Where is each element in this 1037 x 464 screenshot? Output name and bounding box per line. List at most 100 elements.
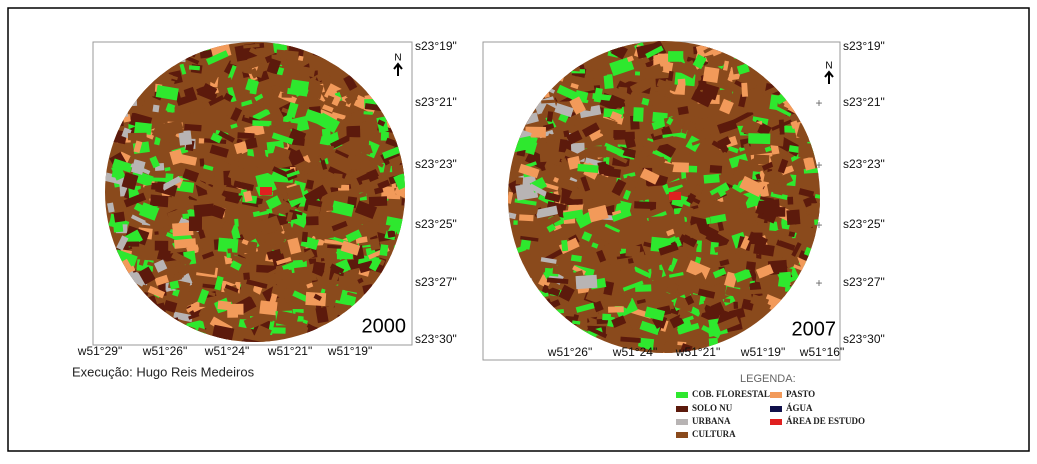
land-patch — [741, 83, 748, 97]
land-patch — [388, 100, 395, 107]
land-patch — [514, 58, 529, 69]
land-patch — [510, 95, 517, 104]
land-patch — [746, 261, 756, 270]
land-patch — [403, 314, 424, 321]
land-patch — [146, 335, 154, 344]
land-patch — [396, 294, 402, 302]
land-patch — [151, 329, 165, 342]
land-patch — [506, 312, 516, 324]
longitude-label: w51°19" — [327, 344, 372, 358]
land-patch — [774, 59, 795, 79]
land-patch — [135, 56, 150, 63]
land-patch — [139, 71, 143, 77]
land-patch — [299, 165, 305, 170]
land-patch — [243, 272, 250, 279]
land-patch — [146, 63, 153, 69]
land-patch — [115, 82, 136, 97]
land-patch — [801, 105, 811, 117]
longitude-label: w51°21" — [675, 345, 720, 359]
land-patch — [504, 307, 515, 323]
legend-swatch — [676, 432, 688, 438]
land-patch — [568, 39, 587, 54]
land-patch — [252, 120, 271, 126]
land-patch — [124, 307, 130, 318]
land-patch — [653, 54, 669, 65]
land-patch — [372, 68, 383, 80]
land-patch — [514, 314, 530, 329]
land-patch — [508, 142, 516, 148]
grid-cross: + — [815, 218, 822, 232]
land-patch — [748, 133, 770, 144]
land-patch — [300, 39, 312, 50]
land-patch — [372, 78, 385, 86]
land-patch — [770, 136, 784, 147]
land-patch — [145, 313, 169, 334]
land-patch — [566, 199, 582, 205]
land-patch — [389, 291, 401, 297]
land-patch — [189, 217, 202, 231]
land-patch — [393, 245, 406, 254]
land-patch — [356, 56, 372, 71]
land-patch — [522, 298, 533, 304]
legend-swatch — [676, 419, 688, 425]
credit: Execução: Hugo Reis Medeiros — [72, 364, 255, 379]
land-patch — [237, 132, 254, 139]
land-patch — [369, 196, 387, 206]
latitude-label: s23°25" — [843, 217, 885, 231]
land-patch — [138, 66, 156, 77]
land-patch — [798, 45, 809, 57]
land-patch — [156, 60, 174, 72]
land-patch — [773, 324, 788, 331]
land-patch — [151, 183, 164, 191]
land-patch — [724, 298, 730, 302]
north-label: N — [825, 61, 832, 72]
land-patch — [747, 108, 758, 112]
land-patch — [158, 317, 180, 332]
land-patch — [516, 177, 523, 185]
land-patch — [200, 158, 205, 166]
land-patch — [116, 303, 129, 318]
land-patch — [763, 57, 772, 70]
land-patch — [527, 293, 536, 300]
land-patch — [134, 53, 140, 65]
land-patch — [344, 310, 357, 320]
land-patch — [149, 177, 168, 182]
land-patch — [124, 51, 145, 63]
land-patch — [799, 61, 813, 72]
land-patch — [397, 247, 406, 258]
land-patch — [128, 106, 137, 113]
land-patch — [608, 306, 624, 312]
land-patch — [138, 62, 145, 71]
land-patch — [516, 350, 530, 363]
land-patch — [138, 329, 152, 345]
land-patch — [794, 70, 815, 87]
land-patch — [377, 280, 386, 295]
legend-label: URBANA — [692, 416, 731, 426]
land-patch — [796, 104, 812, 113]
land-patch — [401, 253, 412, 258]
latitude-label: s23°23" — [843, 157, 885, 171]
land-patch — [107, 61, 126, 77]
land-patch — [105, 79, 111, 83]
land-patch — [814, 294, 832, 306]
north-arrow — [394, 64, 402, 76]
land-patch — [509, 71, 519, 81]
land-patch — [163, 331, 176, 344]
longitude-label: w51°26" — [547, 345, 592, 359]
land-patch — [812, 64, 826, 77]
legend-label: ÁGUA — [786, 403, 813, 413]
latitude-label: s23°30" — [843, 332, 885, 346]
land-patch — [776, 70, 793, 82]
land-patch — [108, 286, 126, 292]
land-patch — [227, 248, 232, 253]
land-patch — [115, 56, 128, 72]
land-patch — [108, 316, 125, 332]
land-patch — [812, 258, 827, 270]
land-patch — [121, 43, 132, 51]
land-patch — [509, 289, 527, 306]
land-patch — [360, 307, 374, 313]
land-patch — [317, 44, 324, 51]
land-patch — [189, 65, 200, 70]
map-year: 2007 — [792, 318, 837, 340]
land-patch — [808, 66, 817, 73]
